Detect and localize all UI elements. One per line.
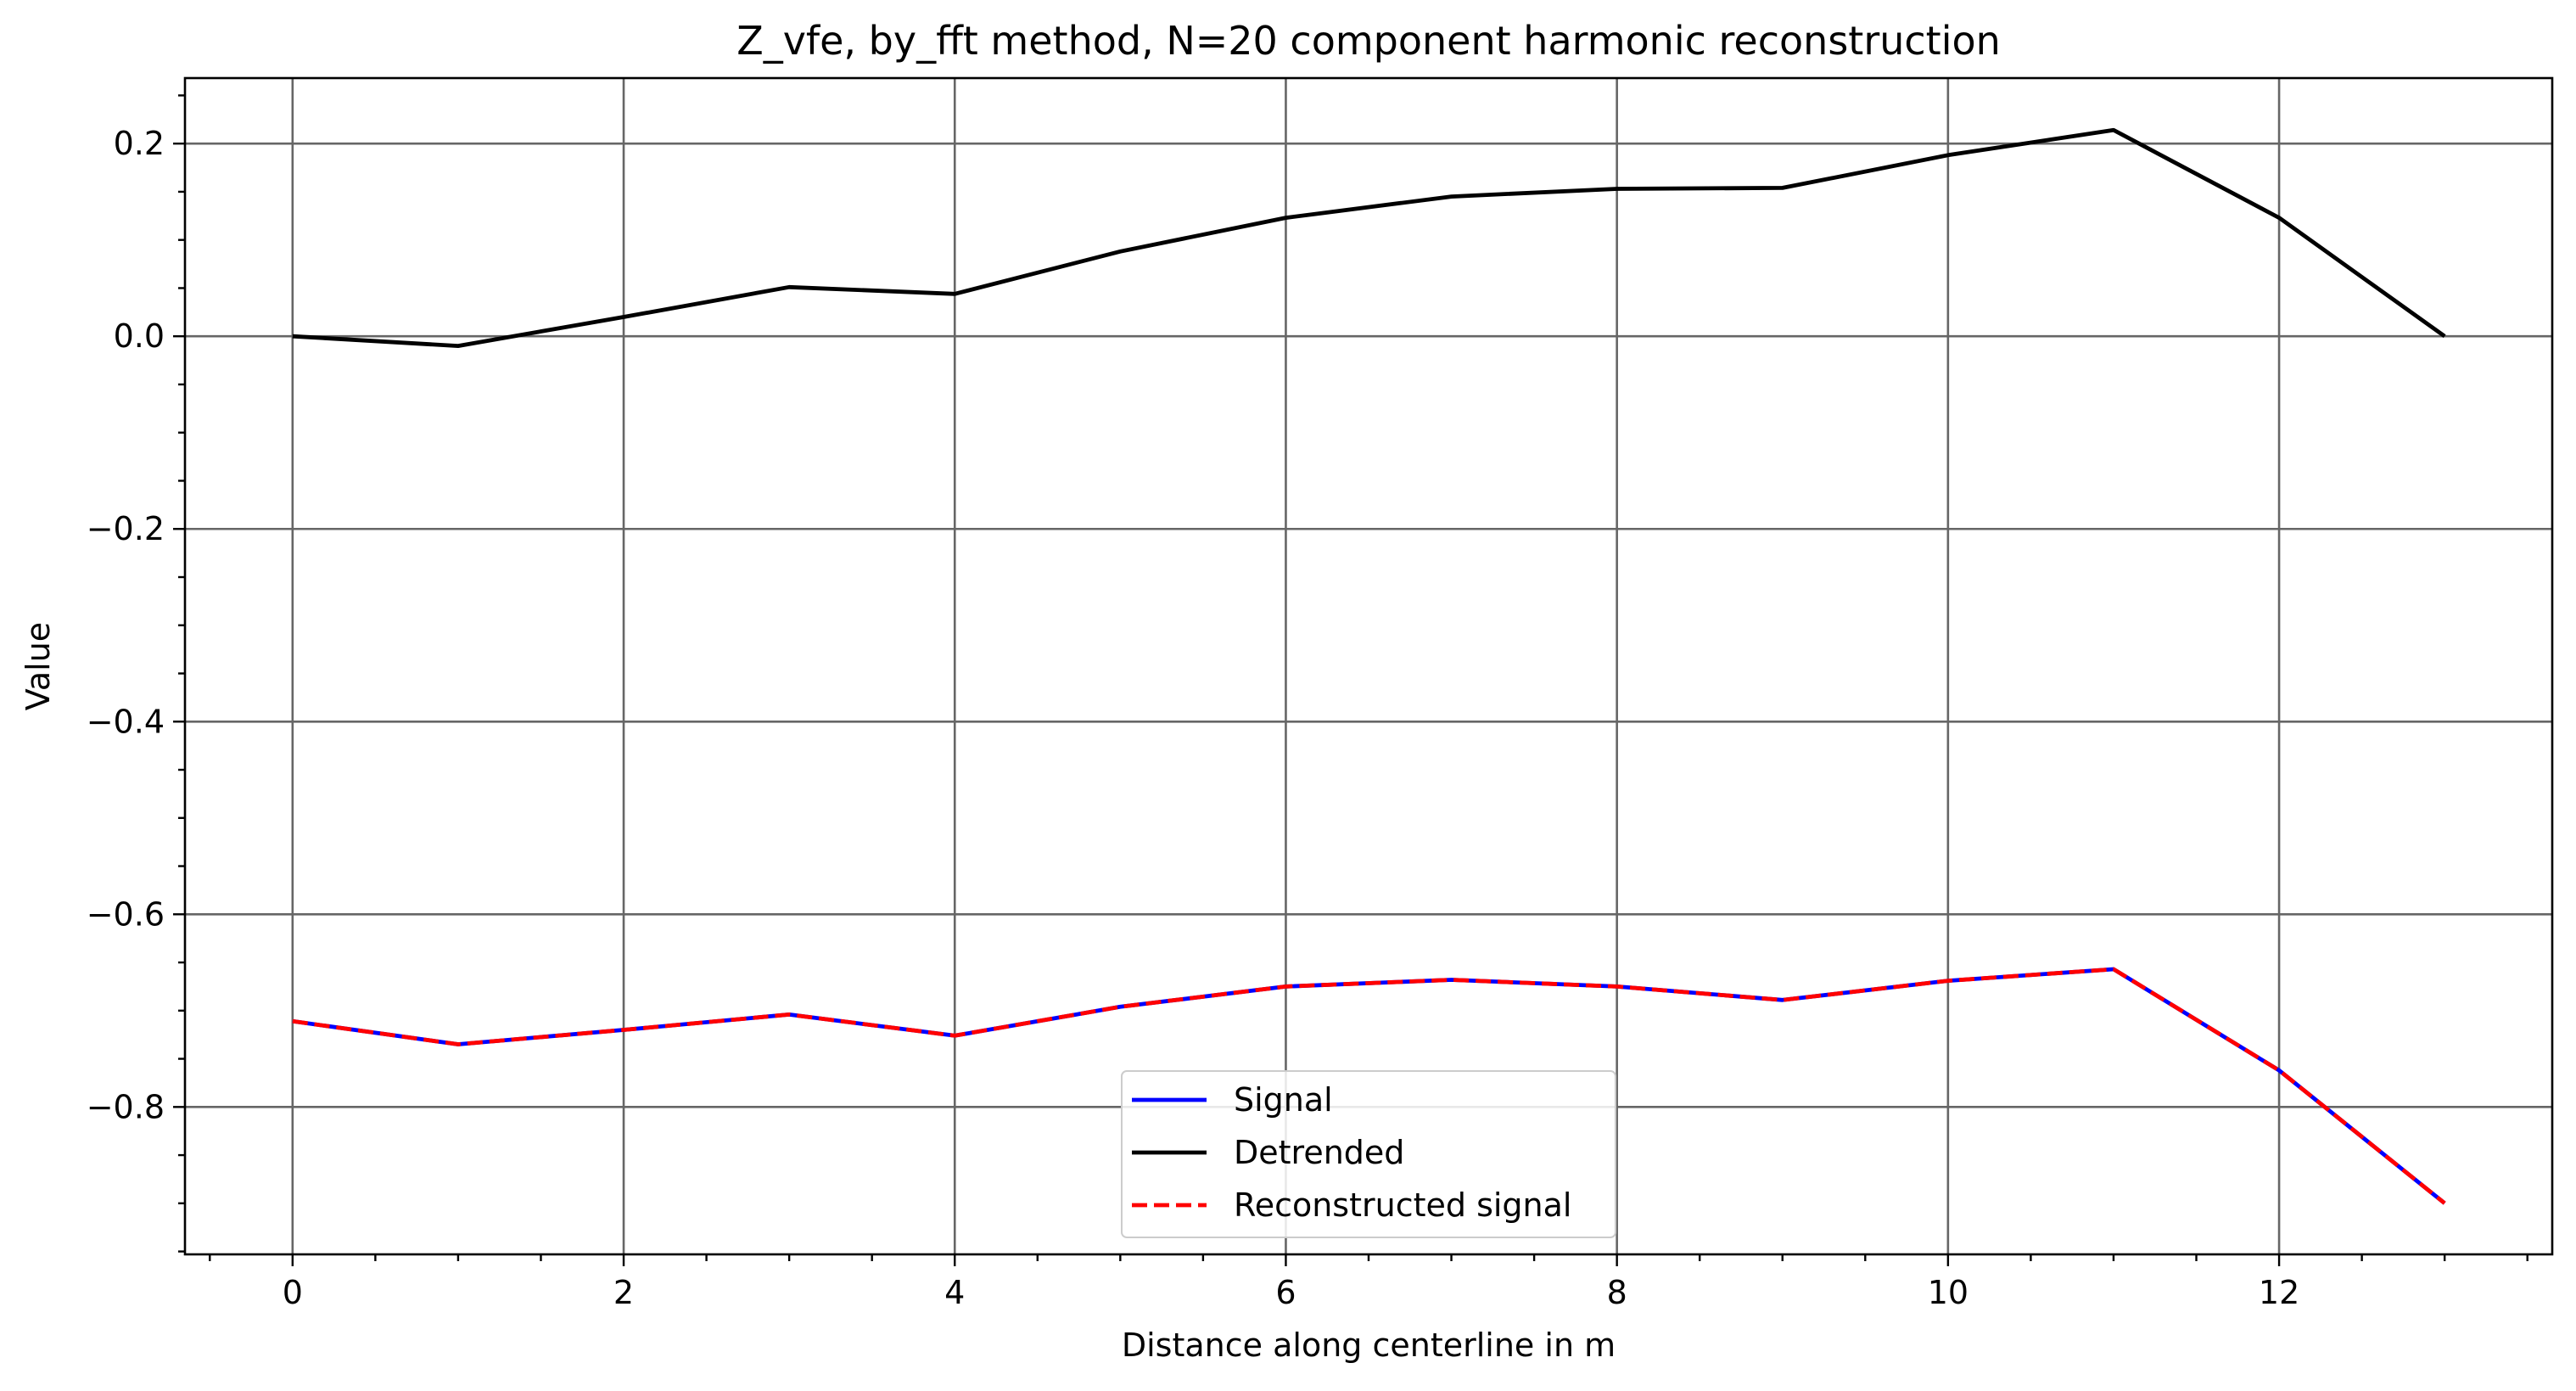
legend-label-reconstructed-signal: Reconstructed signal [1234,1186,1571,1224]
series-layer [292,127,2446,1205]
y-tick-label: −0.4 [87,703,165,740]
legend: Signal Detrended Reconstructed signal [1121,1070,1616,1238]
x-tick-label: 8 [1607,1274,1627,1311]
legend-label-signal: Signal [1234,1081,1333,1119]
y-tick-label: −0.6 [87,895,165,933]
x-tick-label: 10 [1928,1274,1968,1311]
chart-title: Z_vfe, by_fft method, N=20 component har… [736,18,2001,64]
y-tick-label: −0.8 [87,1088,165,1125]
legend-box [1121,1070,1616,1238]
x-tick-label: 2 [613,1274,634,1311]
grid-layer [185,78,2552,1254]
legend-label-detrended: Detrended [1234,1134,1404,1171]
series-line-reconstructed-signal [292,967,2446,1205]
x-tick-label: 12 [2259,1274,2299,1311]
x-tick-label: 4 [944,1274,965,1311]
series-line-detrended [292,127,2446,349]
x-tick-label: 0 [283,1274,303,1311]
y-tick-label: 0.2 [114,125,165,162]
x-axis-label: Distance along centerline in m [1122,1326,1616,1364]
y-tick-label: 0.0 [114,317,165,355]
y-axis-label: Value [20,622,57,710]
axes-layer: 0 2 4 6 8 10 12 0.2 0.0 −0.2 −0.4 −0.6 −0.8 [87,76,2554,1311]
x-tick-label: 6 [1275,1274,1296,1311]
y-tick-label: −0.2 [87,510,165,547]
